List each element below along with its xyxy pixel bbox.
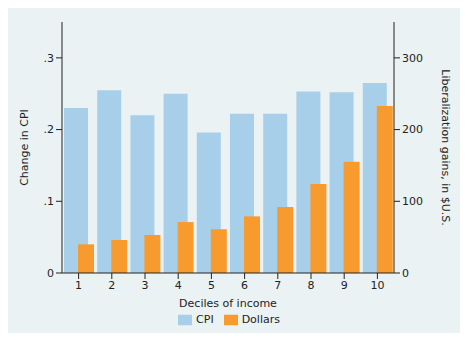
svg-text:6: 6: [241, 279, 248, 292]
svg-text:100: 100: [402, 195, 423, 208]
svg-text:4: 4: [175, 279, 182, 292]
svg-text:3: 3: [142, 279, 149, 292]
svg-text:.3: .3: [44, 52, 55, 65]
svg-text:10: 10: [370, 279, 384, 292]
svg-text:0: 0: [47, 267, 54, 280]
svg-text:7: 7: [274, 279, 281, 292]
svg-text:8: 8: [308, 279, 315, 292]
svg-text:Liberalization gains, in $U.S.: Liberalization gains, in $U.S.: [439, 69, 452, 225]
svg-text:.1: .1: [44, 195, 55, 208]
svg-text:.2: .2: [44, 123, 55, 136]
svg-text:0: 0: [402, 267, 409, 280]
svg-text:300: 300: [402, 52, 423, 65]
html-text:Dollars: Dollars: [241, 313, 280, 326]
svg-text:Change in CPI: Change in CPI: [18, 109, 31, 186]
svg-text:2: 2: [108, 279, 115, 292]
svg-text:1: 1: [75, 279, 82, 292]
svg-text:Deciles of income: Deciles of income: [179, 297, 277, 310]
html-text:CPI: CPI: [196, 313, 214, 326]
svg-text:200: 200: [402, 123, 423, 136]
svg-text:5: 5: [208, 279, 215, 292]
svg-text:9: 9: [341, 279, 348, 292]
